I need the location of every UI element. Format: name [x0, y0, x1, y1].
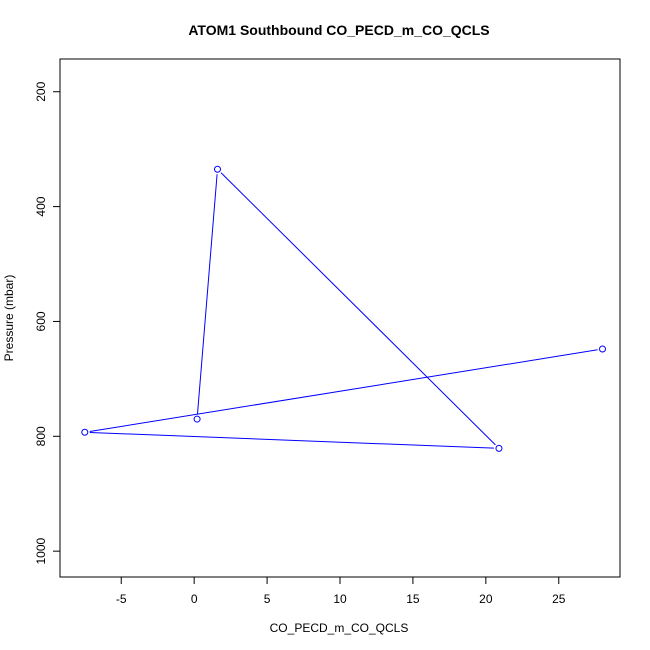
x-tick-label: 0: [191, 592, 198, 606]
series-line-segment: [220, 172, 496, 446]
y-tick-label: 200: [34, 81, 48, 101]
x-axis: -5 0 5 10 15 20 25: [116, 577, 566, 606]
x-tick-label: 15: [406, 592, 420, 606]
y-axis-label: Pressure (mbar): [2, 275, 16, 362]
x-tick-label: 20: [479, 592, 493, 606]
series-layer: [81, 165, 606, 452]
x-tick-label: 10: [333, 592, 347, 606]
data-point: [214, 165, 221, 173]
series-line-segment: [196, 174, 218, 415]
data-point: [599, 345, 606, 353]
x-axis-label: CO_PECD_m_CO_QCLS: [270, 621, 409, 635]
x-tick-label: 25: [552, 592, 566, 606]
y-tick-label: 1000: [34, 537, 48, 564]
series-line-segment: [89, 349, 598, 432]
y-tick-label: 600: [34, 311, 48, 331]
y-tick-label: 800: [34, 426, 48, 446]
y-axis: 200 400 600 800 1000: [34, 81, 60, 565]
chart-title: ATOM1 Southbound CO_PECD_m_CO_QCLS: [188, 22, 489, 38]
x-tick-label: 5: [264, 592, 271, 606]
x-tick-label: -5: [116, 592, 127, 606]
series-line-segment: [89, 431, 494, 449]
y-tick-label: 400: [34, 196, 48, 216]
data-point: [81, 428, 89, 436]
data-point: [193, 415, 201, 423]
data-point: [495, 444, 503, 452]
